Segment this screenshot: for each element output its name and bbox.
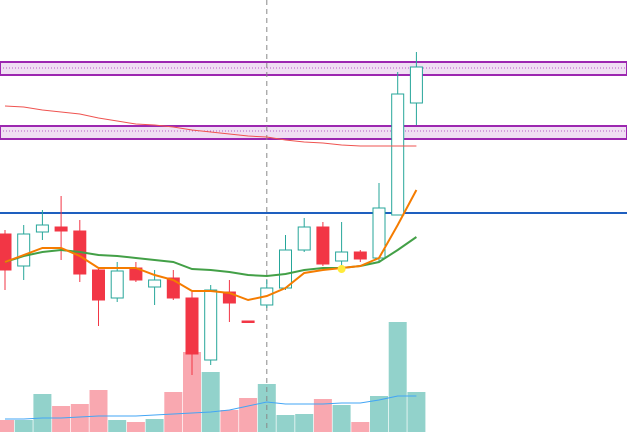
- volume-bar: [14, 420, 33, 432]
- volume-bar: [313, 399, 332, 432]
- candle-body: [391, 93, 405, 216]
- zone: [0, 61, 627, 76]
- volume-bar: [145, 419, 164, 432]
- ma-line: [5, 395, 417, 420]
- volume-bar: [33, 394, 52, 432]
- volume-bar: [126, 422, 145, 432]
- volume-bar: [332, 405, 351, 432]
- candle-body: [54, 226, 68, 232]
- volume-bar: [220, 410, 239, 432]
- candle-body: [204, 289, 218, 361]
- volume-bar: [89, 390, 108, 432]
- volume-bar: [201, 372, 220, 432]
- volume-bar: [70, 404, 89, 432]
- volume-bar: [0, 420, 14, 432]
- volume-bar: [388, 322, 407, 432]
- candle-body: [17, 233, 31, 267]
- volume-bar: [164, 392, 183, 432]
- ma-line: [4, 105, 417, 147]
- volume-bar: [183, 352, 201, 432]
- candle-body: [241, 320, 255, 323]
- volume-bar: [351, 422, 370, 432]
- candle-body: [297, 226, 311, 251]
- ma-line: [4, 189, 418, 302]
- candle-body: [409, 66, 423, 104]
- signal-dot: [337, 265, 346, 273]
- candle-body: [353, 251, 367, 260]
- candle-body: [92, 269, 105, 301]
- candle-body: [185, 297, 199, 355]
- candle-body: [0, 233, 12, 271]
- volume-bar: [295, 414, 314, 432]
- candle-body: [148, 279, 162, 288]
- volume-bar: [276, 415, 295, 432]
- volume-bar: [239, 398, 258, 432]
- candle-body: [316, 226, 330, 265]
- volume-bar: [370, 396, 388, 432]
- volume-bar: [407, 392, 426, 432]
- volume-bar: [108, 420, 127, 432]
- candle-body: [335, 251, 349, 262]
- candle-body: [110, 270, 124, 299]
- candle-body: [279, 249, 292, 289]
- candle-body: [166, 277, 180, 299]
- candle-body: [35, 224, 49, 233]
- volume-bar: [52, 406, 71, 432]
- zone: [0, 125, 627, 140]
